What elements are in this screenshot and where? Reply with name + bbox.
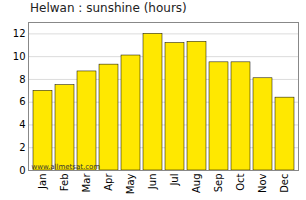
svg-text:Oct: Oct: [235, 173, 246, 190]
svg-text:10: 10: [13, 51, 26, 62]
svg-text:Feb: Feb: [59, 174, 70, 192]
svg-text:Aug: Aug: [191, 174, 202, 194]
svg-text:Mar: Mar: [81, 173, 92, 193]
svg-text:Dec: Dec: [279, 174, 290, 193]
svg-text:0: 0: [19, 165, 25, 176]
svg-text:8: 8: [19, 74, 25, 85]
svg-text:Jan: Jan: [37, 174, 48, 190]
svg-text:May: May: [125, 173, 136, 194]
svg-text:4: 4: [19, 119, 25, 130]
html-text:Helwan : sunshine (hours): Helwan : sunshine (hours): [30, 1, 187, 15]
svg-text:12: 12: [13, 28, 26, 39]
svg-text:Nov: Nov: [257, 173, 268, 193]
svg-text:Sep: Sep: [213, 174, 224, 193]
svg-text:www.allmetsat.com: www.allmetsat.com: [32, 163, 101, 171]
svg-text:2: 2: [19, 142, 25, 153]
svg-text:6: 6: [19, 96, 25, 107]
svg-text:Jun: Jun: [147, 174, 158, 191]
svg-text:Apr: Apr: [103, 173, 114, 191]
svg-text:Jul: Jul: [169, 174, 180, 187]
